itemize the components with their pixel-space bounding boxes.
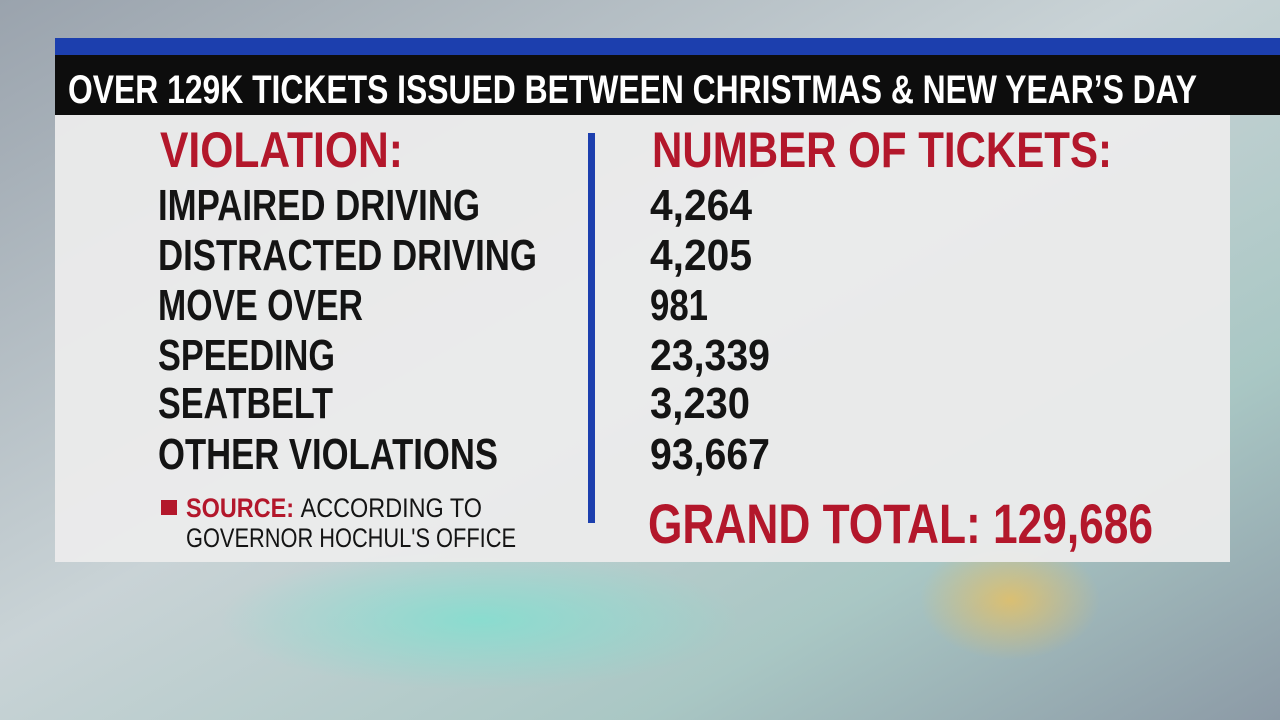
divider bbox=[588, 133, 595, 523]
violation-name: IMPAIRED DRIVING bbox=[158, 181, 480, 230]
ticket-count: 23,339 bbox=[650, 331, 770, 380]
panel bbox=[55, 115, 1230, 562]
violation-name: SEATBELT bbox=[158, 379, 333, 428]
violation-name: SPEEDING bbox=[158, 331, 335, 380]
column-header: VIOLATION: bbox=[160, 122, 403, 178]
title-bar bbox=[55, 55, 1280, 115]
background-glow bbox=[220, 550, 740, 690]
rows: IMPAIRED DRIVING 4,264 DISTRACTED DRIVING 4… bbox=[158, 181, 770, 479]
ticket-count: 3,230 bbox=[650, 379, 750, 428]
column-header: NUMBER OF TICKETS: bbox=[652, 122, 1112, 178]
ticket-count: 4,264 bbox=[650, 181, 752, 230]
background-glow bbox=[920, 540, 1100, 660]
violation-name: MOVE OVER bbox=[158, 281, 363, 330]
accent-bar bbox=[55, 38, 1280, 55]
source: SOURCE: ACCORDING TO bbox=[186, 493, 482, 523]
ticket-count: 981 bbox=[650, 281, 708, 330]
ticket-count: 93,667 bbox=[650, 430, 770, 479]
grand-total: GRAND TOTAL: 129,686 bbox=[648, 492, 1153, 555]
source-text: ACCORDING TO bbox=[301, 493, 482, 523]
ticket-count: 4,205 bbox=[650, 231, 752, 280]
source-bullet bbox=[161, 500, 177, 515]
source-text: GOVERNOR HOCHUL'S OFFICE bbox=[186, 523, 516, 553]
violation-name: OTHER VIOLATIONS bbox=[158, 430, 498, 479]
source-label: SOURCE: bbox=[186, 493, 294, 523]
title: OVER 129K TICKETS ISSUED BETWEEN CHRISTM… bbox=[68, 68, 1197, 112]
violation-name: DISTRACTED DRIVING bbox=[158, 231, 537, 280]
